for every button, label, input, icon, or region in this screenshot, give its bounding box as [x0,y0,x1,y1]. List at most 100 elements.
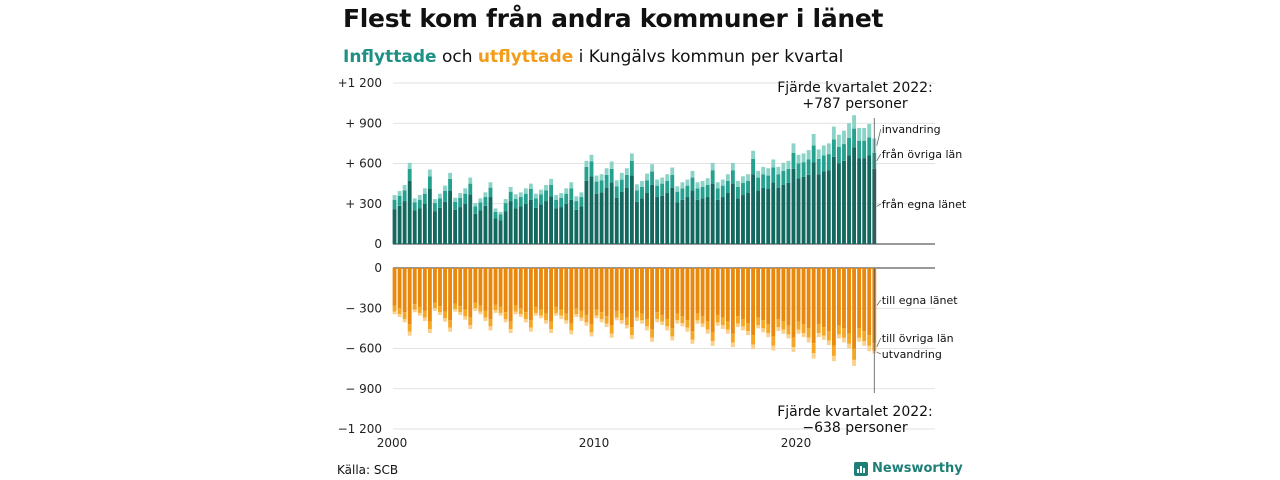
outflow-bar-segment [513,268,518,306]
outflow-bar-segment [821,268,826,328]
inflow-bar-segment [483,192,488,198]
inflow-bar-segment [448,178,452,192]
subtitle-rest: i Kungälvs kommun per kvartal [578,47,844,67]
outflow-bar-segment [619,320,624,324]
outflow-bar-segment [741,268,745,319]
inflow-bar-segment [473,206,478,214]
inflow-bar-segment [756,177,761,191]
inflow-bar-segment [614,186,619,198]
inflow-bar-segment [730,170,735,184]
inflow-bar-segment [599,192,604,244]
inflow-bar-segment [478,210,483,244]
outflow-bar-segment [751,344,755,350]
inflow-bar-segment [569,188,574,200]
bottom-y-tick-label: − 600 [345,342,382,356]
inflow-bar-segment [513,194,518,200]
inflow-bar-segment [837,146,841,164]
outflow-bar-segment [761,320,766,329]
outflow-bar-segment [725,321,730,330]
outflow-bar-segment [857,337,862,342]
outflow-bar-segment [493,268,498,305]
outflow-bar-segment [680,268,685,317]
inflow-bar-segment [488,187,493,198]
outflow-bar-segment [675,268,680,314]
outflow-bar-segment [629,268,634,328]
outflow-bar-segment [528,268,533,321]
outflow-bar-segment [746,331,750,336]
inflow-bar-segment [528,188,533,200]
outflow-bar-segment [448,268,452,321]
outflow-bar-segment [579,268,584,311]
series-label: från egna länet [882,198,967,211]
outflow-bar-segment [857,328,862,338]
inflow-bar-segment [640,198,644,244]
outflow-bar-segment [458,312,463,315]
outflow-bar-segment [796,268,801,322]
inflow-bar-segment [579,192,584,198]
inflow-bar-segment [412,202,417,211]
outflow-bar-segment [523,318,528,323]
inflow-bar-segment [715,182,720,189]
outflow-bar-segment [705,268,710,322]
inflow-bar-segment [453,201,458,210]
top-annotation-text: +787 personer [802,96,908,112]
outflow-bar-segment [443,311,447,319]
inflow-bar-segment [756,170,761,178]
outflow-bar-segment [705,329,710,334]
outflow-bar-segment [407,331,412,336]
outflow-bar-segment [412,268,417,305]
inflow-bar-segment [746,180,750,194]
outflow-bar-segment [645,326,649,331]
series-label-leader [876,337,882,347]
inflow-bar-segment [645,180,649,194]
inflow-bar-segment [584,160,589,167]
outflow-bar-segment [569,330,574,335]
outflow-bar-segment [483,317,488,321]
inflow-bar-segment [559,193,564,198]
inflow-bar-segment [635,184,639,191]
outflow-bar-segment [741,326,745,331]
inflow-bar-segment [422,193,427,204]
inflow-bar-segment [473,203,478,207]
inflow-bar-segment [786,160,791,169]
outflow-bar-segment [710,268,715,333]
outflow-bar-segment [493,304,498,311]
inflow-bar-segment [493,211,498,219]
series-label: från övriga län [882,148,962,161]
inflow-bar-segment [635,190,639,202]
outflow-bar-segment [776,318,781,328]
inflow-bar-segment [579,206,584,244]
outflow-bar-segment [614,317,619,321]
outflow-bar-segment [549,321,553,330]
inflow-bar-segment [554,199,559,209]
outflow-bar-segment [690,339,695,344]
outflow-bar-segment [811,343,816,354]
outflow-bar-segment [438,306,442,313]
outflow-bar-segment [483,310,488,318]
inflow-bar-segment [422,203,427,244]
subtitle-out-word: utflyttade [477,47,574,67]
inflow-bar-segment [609,161,614,169]
inflow-bar-segment [407,180,412,244]
outflow-bar-segment [730,268,735,334]
outflow-bar-segment [776,327,781,332]
inflow-bar-segment [831,156,836,244]
outflow-bar-segment [564,320,569,324]
inflow-bar-segment [427,188,432,244]
inflow-bar-segment [559,197,564,208]
inflow-bar-segment [417,195,422,200]
outflow-bar-segment [579,310,584,318]
inflow-bar-segment [660,195,665,244]
inflow-bar-segment [847,123,851,139]
inflow-bar-segment [402,201,407,244]
outflow-bar-segment [417,306,422,313]
inflow-bar-segment [433,199,437,204]
outflow-bar-segment [831,345,836,356]
inflow-bar-segment [670,187,675,244]
outflow-bar-segment [473,302,478,309]
inflow-bar-segment [730,183,735,244]
inflow-bar-segment [584,166,589,181]
inflow-bar-segment [847,155,851,244]
outflow-bar-segment [655,268,660,313]
outflow-bar-segment [847,333,851,344]
